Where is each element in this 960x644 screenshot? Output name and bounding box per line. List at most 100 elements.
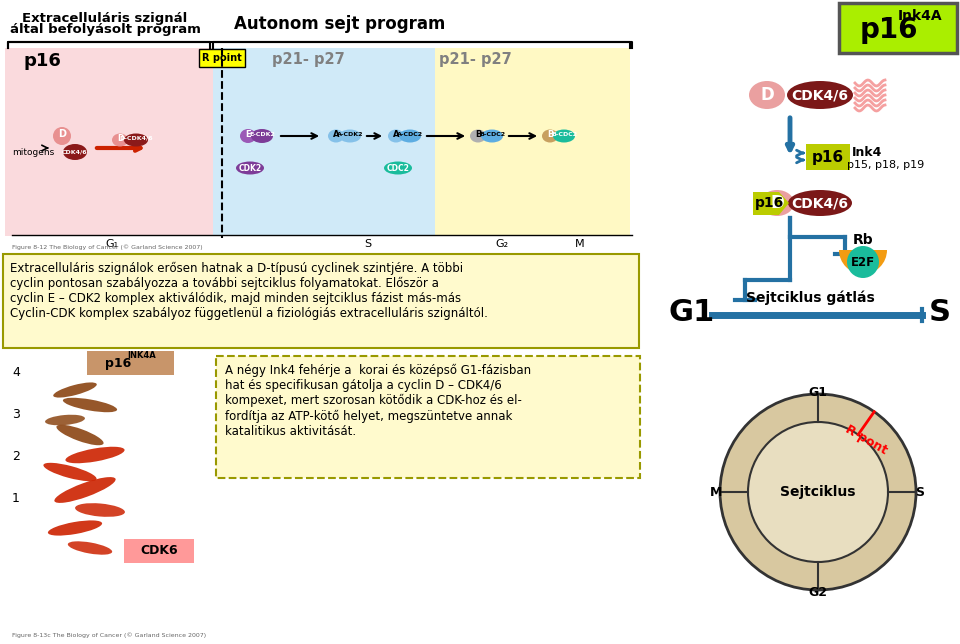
Text: B-CDC2: B-CDC2 bbox=[551, 131, 577, 137]
Text: A-CDK2: A-CDK2 bbox=[337, 131, 363, 137]
Ellipse shape bbox=[240, 129, 256, 143]
Text: S: S bbox=[365, 239, 372, 249]
Text: 4: 4 bbox=[12, 366, 20, 379]
Wedge shape bbox=[839, 250, 887, 274]
Ellipse shape bbox=[63, 398, 117, 412]
Ellipse shape bbox=[553, 129, 575, 142]
Ellipse shape bbox=[68, 542, 112, 554]
Ellipse shape bbox=[328, 129, 344, 142]
Ellipse shape bbox=[65, 447, 125, 463]
Ellipse shape bbox=[251, 129, 273, 143]
Ellipse shape bbox=[388, 129, 404, 142]
Text: 3: 3 bbox=[12, 408, 20, 421]
FancyBboxPatch shape bbox=[216, 356, 640, 478]
Text: p16: p16 bbox=[755, 196, 783, 210]
Ellipse shape bbox=[481, 129, 503, 142]
Text: CDK4/6: CDK4/6 bbox=[791, 88, 849, 102]
Ellipse shape bbox=[53, 127, 71, 145]
Text: A: A bbox=[393, 129, 399, 138]
Ellipse shape bbox=[339, 129, 361, 142]
FancyBboxPatch shape bbox=[87, 351, 174, 375]
Ellipse shape bbox=[470, 129, 486, 142]
Text: R pont: R pont bbox=[843, 423, 889, 457]
Text: M: M bbox=[709, 486, 722, 498]
Ellipse shape bbox=[749, 81, 785, 109]
Text: p21- p27: p21- p27 bbox=[272, 52, 345, 67]
Text: D: D bbox=[760, 86, 774, 104]
Text: G1: G1 bbox=[669, 298, 715, 327]
Text: G1: G1 bbox=[808, 386, 828, 399]
Ellipse shape bbox=[75, 503, 125, 517]
Text: Sejtciklus gátlás: Sejtciklus gátlás bbox=[746, 290, 875, 305]
Text: Autonom sejt program: Autonom sejt program bbox=[234, 15, 445, 33]
Text: B: B bbox=[475, 129, 481, 138]
Text: Ink4A: Ink4A bbox=[898, 9, 943, 23]
Polygon shape bbox=[753, 192, 789, 215]
Text: CDK4/6: CDK4/6 bbox=[791, 196, 849, 210]
Ellipse shape bbox=[787, 81, 853, 109]
Text: D-CDK4/6: D-CDK4/6 bbox=[119, 135, 153, 140]
Text: p21- p27: p21- p27 bbox=[439, 52, 512, 67]
Text: CDK4/6: CDK4/6 bbox=[62, 149, 87, 155]
Text: A-CDC2: A-CDC2 bbox=[396, 131, 423, 137]
Text: CDK6: CDK6 bbox=[140, 544, 178, 558]
Text: G₂: G₂ bbox=[495, 239, 509, 249]
Text: R point: R point bbox=[203, 53, 242, 63]
Ellipse shape bbox=[542, 129, 558, 142]
Ellipse shape bbox=[45, 415, 84, 425]
Ellipse shape bbox=[57, 425, 104, 445]
Text: 1: 1 bbox=[12, 491, 20, 504]
Text: S: S bbox=[929, 298, 951, 327]
Text: E2F: E2F bbox=[851, 256, 876, 269]
Text: p16: p16 bbox=[860, 16, 919, 44]
Text: D: D bbox=[58, 129, 66, 139]
Ellipse shape bbox=[760, 190, 794, 216]
Text: B-CDC2: B-CDC2 bbox=[479, 131, 505, 137]
Text: Sejtciklus: Sejtciklus bbox=[780, 485, 855, 499]
Ellipse shape bbox=[48, 520, 102, 536]
Ellipse shape bbox=[399, 129, 421, 142]
FancyBboxPatch shape bbox=[3, 254, 639, 348]
Text: Extracelluláris szignál: Extracelluláris szignál bbox=[22, 12, 187, 25]
Circle shape bbox=[720, 394, 916, 590]
Text: E: E bbox=[245, 129, 251, 138]
Ellipse shape bbox=[788, 190, 852, 216]
Text: Extracelluláris szignálok erősen hatnak a D-típusú cyclinek szintjére. A többi
c: Extracelluláris szignálok erősen hatnak … bbox=[10, 262, 488, 320]
Circle shape bbox=[748, 422, 888, 562]
Text: E-CDK2: E-CDK2 bbox=[249, 131, 275, 137]
Ellipse shape bbox=[63, 144, 87, 160]
Text: INK4A: INK4A bbox=[127, 350, 156, 359]
Ellipse shape bbox=[236, 162, 264, 175]
Circle shape bbox=[847, 246, 879, 278]
Text: A: A bbox=[333, 129, 339, 138]
Text: G₁: G₁ bbox=[106, 239, 119, 249]
Bar bbox=[213, 48, 435, 236]
Text: M: M bbox=[575, 239, 585, 249]
Bar bbox=[5, 48, 213, 236]
Ellipse shape bbox=[43, 463, 97, 481]
Text: CDK2: CDK2 bbox=[238, 164, 261, 173]
Text: G2: G2 bbox=[808, 585, 828, 598]
Ellipse shape bbox=[384, 162, 412, 175]
Text: Figure 8-12 The Biology of Cancer (© Garland Science 2007): Figure 8-12 The Biology of Cancer (© Gar… bbox=[12, 244, 203, 250]
Text: Ink4: Ink4 bbox=[852, 146, 882, 158]
Text: p15, p18, p19: p15, p18, p19 bbox=[847, 160, 924, 170]
Text: D: D bbox=[770, 194, 784, 212]
Text: p16: p16 bbox=[105, 357, 132, 370]
Ellipse shape bbox=[55, 477, 115, 503]
Ellipse shape bbox=[124, 133, 148, 146]
Text: p16: p16 bbox=[812, 149, 844, 164]
Ellipse shape bbox=[53, 383, 97, 397]
Text: B: B bbox=[547, 129, 553, 138]
Text: p16: p16 bbox=[23, 52, 60, 70]
Text: által befolyásolt program: által befolyásolt program bbox=[10, 23, 201, 36]
Text: mitogens: mitogens bbox=[12, 147, 55, 156]
Text: A négy Ink4 fehérje a  korai és középső G1-fázisban
hat és specifikusan gátolja : A négy Ink4 fehérje a korai és középső G… bbox=[225, 364, 531, 437]
Ellipse shape bbox=[112, 133, 128, 146]
FancyBboxPatch shape bbox=[839, 3, 957, 53]
FancyBboxPatch shape bbox=[806, 144, 850, 170]
Text: Figure 8-13c The Biology of Cancer (© Garland Science 2007): Figure 8-13c The Biology of Cancer (© Ga… bbox=[12, 632, 206, 638]
Bar bbox=[435, 48, 630, 236]
Text: S: S bbox=[916, 486, 924, 498]
FancyBboxPatch shape bbox=[199, 49, 245, 67]
